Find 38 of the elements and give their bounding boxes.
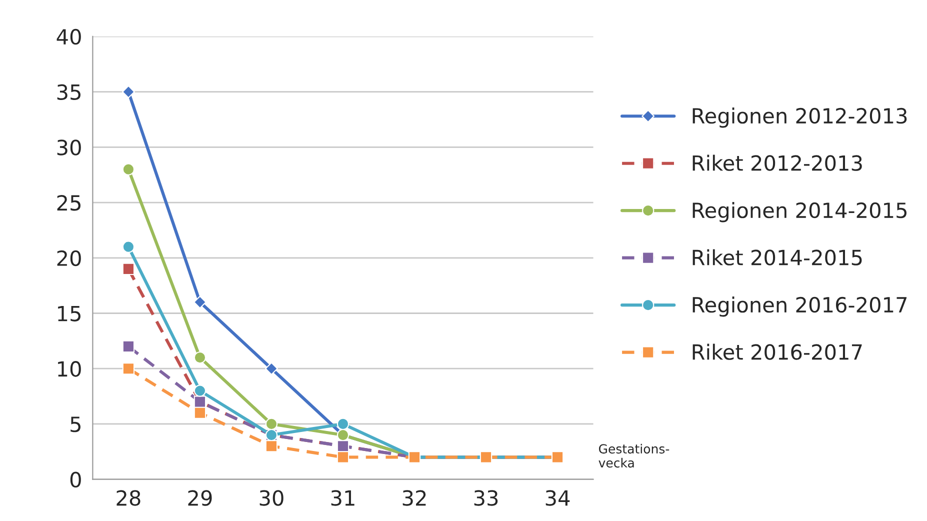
x-tick-label: 31: [331, 490, 354, 506]
y-tick-label: 20: [57, 250, 81, 266]
point: [194, 351, 206, 364]
y-tick-label: 30: [57, 140, 81, 156]
point: [265, 362, 278, 376]
y-tick-label: 40: [56, 28, 81, 45]
point: [194, 384, 206, 397]
y-tick-label: 10: [58, 361, 81, 377]
y-tick-label: 0: [70, 472, 81, 488]
point: [122, 85, 135, 98]
legend-label: Regionen 2014-2015: [692, 202, 906, 222]
y-tick-label: 5: [70, 416, 80, 432]
point: [265, 418, 278, 430]
point: [122, 262, 135, 276]
point: [122, 362, 135, 375]
y-tick-label: 25: [57, 194, 80, 211]
x-tick-label: 29: [188, 490, 212, 506]
x-tick-label: 30: [260, 490, 284, 506]
y-tick-label: 15: [58, 306, 80, 322]
legend-label: Regionen 2016-2017: [692, 296, 907, 317]
x-tick-label: 34: [546, 490, 570, 506]
legend-label: Riket 2012-2013: [692, 154, 862, 171]
x-axis-title: Gestations- vecka: [598, 444, 670, 468]
point: [194, 296, 206, 309]
point: [336, 451, 350, 464]
point: [122, 163, 135, 176]
point: [265, 440, 278, 452]
point: [122, 240, 135, 253]
x-tick-label: 32: [402, 490, 426, 506]
x-tick-label: 33: [474, 490, 498, 506]
point: [336, 418, 350, 430]
y-tick-label: 35: [57, 84, 80, 100]
legend-label: Riket 2016-2017: [692, 344, 862, 360]
point: [122, 340, 135, 353]
legend-label: Riket 2014-2015: [692, 249, 862, 266]
legend-label: Regionen 2012-2013: [692, 108, 907, 128]
point: [194, 406, 206, 419]
x-tick-label: 28: [116, 490, 140, 506]
